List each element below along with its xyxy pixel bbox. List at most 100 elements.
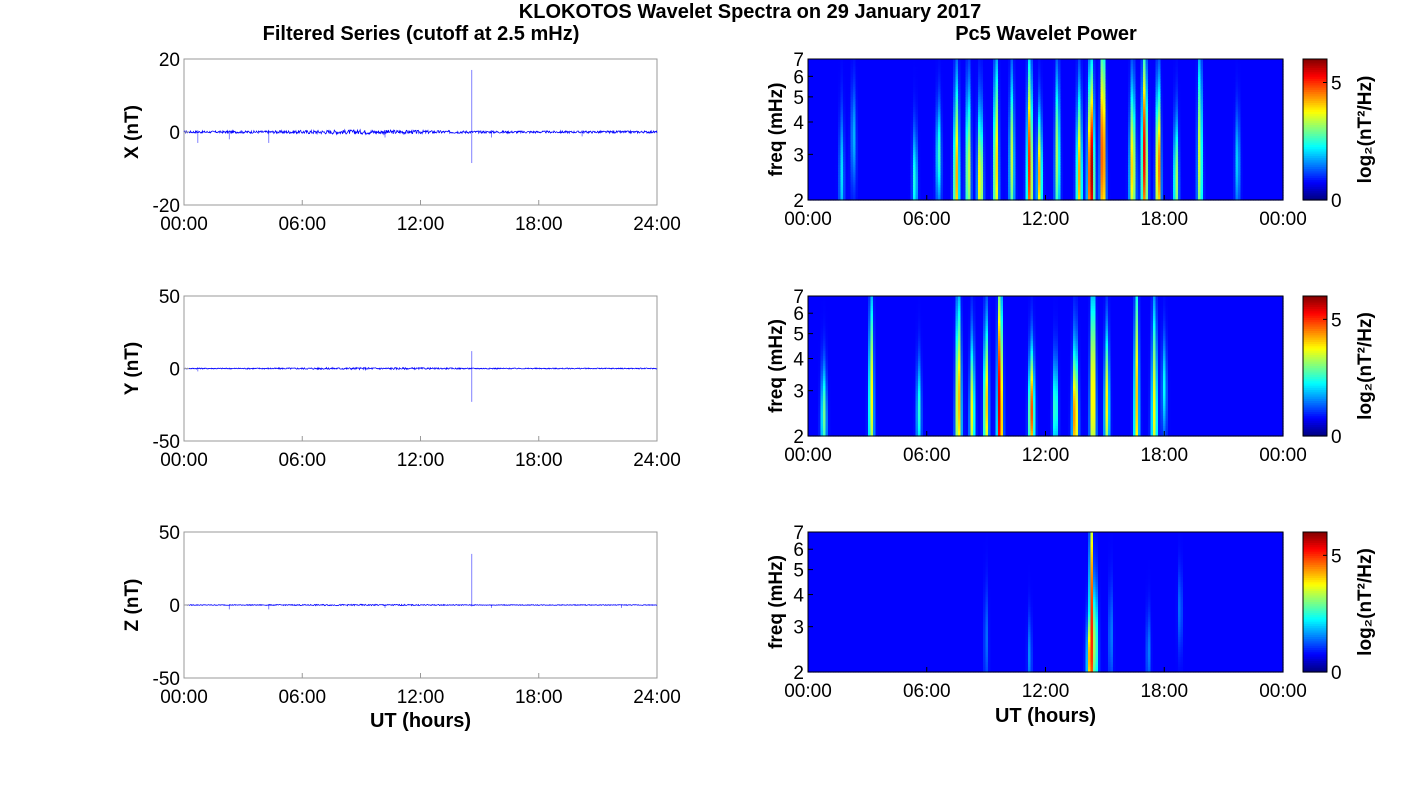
- heatmap-cell: [1035, 64, 1039, 68]
- heatmap-cell: [910, 59, 914, 63]
- heatmap-cell: [1030, 81, 1034, 85]
- heatmap-cell: [825, 64, 829, 68]
- heatmap-cell: [1163, 74, 1167, 78]
- heatmap-cell: [1228, 59, 1232, 63]
- heatmap-cell: [1220, 69, 1224, 73]
- heatmap-cell: [1058, 69, 1062, 73]
- heatmap-cell: [1095, 76, 1099, 80]
- heatmap-cell: [825, 71, 829, 75]
- heatmap-cell: [838, 64, 842, 68]
- heatmap-cell: [1158, 61, 1162, 65]
- heatmap-cell: [808, 74, 812, 78]
- heatmap-cell: [828, 79, 832, 83]
- heatmap-cell: [970, 66, 974, 70]
- series-line: [183, 128, 658, 136]
- heatmap-cell: [883, 79, 887, 83]
- heatmap-cell: [915, 69, 919, 73]
- heatmap-cell: [1053, 76, 1057, 80]
- heatmap-cell: [1013, 64, 1017, 68]
- y-tick-label: 0: [169, 360, 180, 381]
- heatmap-cell: [1143, 81, 1147, 85]
- heatmap-cell: [830, 59, 834, 63]
- x-tick-label: 24:00: [633, 450, 681, 471]
- heatmap-cell: [1253, 76, 1257, 80]
- heatmap-cell: [1128, 74, 1132, 78]
- x-tick-label: 06:00: [278, 687, 326, 708]
- heatmap-cell: [1250, 61, 1254, 65]
- heatmap-cell: [1190, 69, 1194, 73]
- heatmap-cell: [1025, 69, 1029, 73]
- heatmap-cell: [1118, 59, 1122, 63]
- heatmap-cell: [938, 69, 942, 73]
- heatmap-cell: [1138, 61, 1142, 65]
- heatmap-cell: [865, 79, 869, 83]
- heatmap-cell: [1093, 64, 1097, 68]
- heatmap-cell: [1003, 76, 1007, 80]
- heatmap-cell: [858, 59, 862, 63]
- heatmap-cell: [848, 69, 852, 73]
- heatmap-cell: [1023, 69, 1027, 73]
- heatmap-cell: [955, 69, 959, 73]
- heatmap-cell: [995, 61, 999, 65]
- heatmap-cell: [840, 71, 844, 75]
- heatmap-cell: [855, 76, 859, 80]
- heatmap-cell: [1203, 69, 1207, 73]
- heatmap-cell: [1240, 66, 1244, 70]
- heatmap-cell: [1053, 71, 1057, 75]
- heatmap-cell: [843, 71, 847, 75]
- heatmap-cell: [853, 66, 857, 70]
- heatmap-cell: [1173, 66, 1177, 70]
- heatmap-cell: [1063, 76, 1067, 80]
- heatmap-cell: [1255, 61, 1259, 65]
- heatmap-cell: [1230, 64, 1234, 68]
- heatmap-cell: [1248, 69, 1252, 73]
- heatmap-cell: [1245, 61, 1249, 65]
- heatmap-cell: [1228, 69, 1232, 73]
- heatmap-cell: [1280, 74, 1284, 78]
- heatmap-cell: [1248, 71, 1252, 75]
- heatmap-cell: [1245, 69, 1249, 73]
- heatmap-cell: [878, 66, 882, 70]
- heatmap-cell: [855, 59, 859, 63]
- heatmap-cell: [818, 64, 822, 68]
- heatmap-cell: [960, 69, 964, 73]
- heatmap-cell: [1250, 59, 1254, 63]
- heatmap-cell: [895, 66, 899, 70]
- heatmap-cell: [1030, 66, 1034, 70]
- heatmap-cell: [1068, 79, 1072, 83]
- heatmap-cell: [998, 71, 1002, 75]
- heatmap-cell: [1070, 59, 1074, 63]
- heatmap-cell: [1275, 74, 1279, 78]
- y-axis-label: Z (nT): [122, 579, 143, 632]
- heatmap-cell: [933, 71, 937, 75]
- heatmap-cell: [1063, 69, 1067, 73]
- heatmap-cell: [850, 74, 854, 78]
- heatmap-cell: [1120, 64, 1124, 68]
- heatmap-cell: [880, 74, 884, 78]
- heatmap-cell: [903, 79, 907, 83]
- heatmap-cell: [1003, 61, 1007, 65]
- heatmap-cell: [1275, 71, 1279, 75]
- heatmap-cell: [1043, 74, 1047, 78]
- heatmap-cell: [1210, 79, 1214, 83]
- heatmap-cell: [930, 59, 934, 63]
- heatmap-cell: [880, 61, 884, 65]
- heatmap-cell: [1238, 76, 1242, 80]
- heatmap-cell: [863, 66, 867, 70]
- heatmap-cell: [1050, 79, 1054, 83]
- heatmap-cell: [975, 61, 979, 65]
- heatmap-cell: [1008, 66, 1012, 70]
- heatmap-cell: [898, 69, 902, 73]
- heatmap-cell: [880, 69, 884, 73]
- heatmap-cell: [1133, 59, 1137, 63]
- heatmap-cell: [978, 76, 982, 80]
- heatmap-cell: [1258, 59, 1262, 63]
- heatmap-cell: [833, 81, 837, 85]
- heatmap-cell: [1125, 61, 1129, 65]
- heatmap-cell: [1195, 66, 1199, 70]
- heatmap-cell: [1180, 74, 1184, 78]
- heatmap-cell: [1065, 76, 1069, 80]
- heatmap-cell: [1280, 76, 1284, 80]
